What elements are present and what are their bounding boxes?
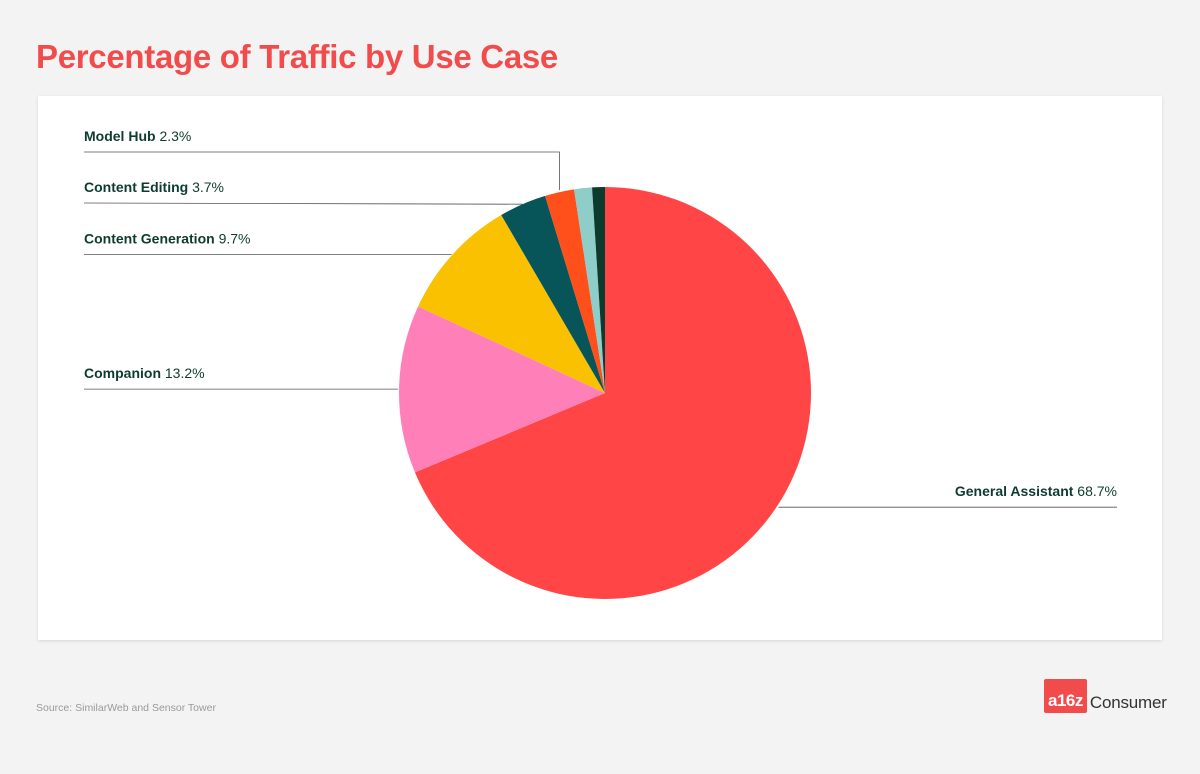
- pie-slice-general-assistant: [414, 187, 811, 599]
- chart-card: General Assistant 68.7% Companion 13.2% Co…: [38, 96, 1162, 640]
- slice-category-companion: Companion: [84, 365, 165, 381]
- pie-slice-content-editing: [501, 195, 605, 393]
- slice-value-content-generation: 9.7%: [219, 230, 251, 246]
- brand-consumer-text: Consumer: [1089, 693, 1167, 712]
- pie-slice-companion: [398, 306, 605, 473]
- slice-label-content-editing: Content Editing 3.7%: [84, 179, 224, 195]
- slice-label-content-generation: Content Generation 9.7%: [84, 230, 250, 246]
- source-note: Source: SimilarWeb and Sensor Tower: [36, 702, 216, 714]
- leader-line-content-editing: [83, 202, 523, 205]
- slice-value-content-editing: 3.7%: [192, 179, 224, 195]
- pie-chart: General Assistant 68.7%Companion 13.2%Co…: [83, 128, 1117, 599]
- a16z-logo-mark: a16z: [1044, 679, 1087, 713]
- brand-logo: a16z Consumer: [1044, 678, 1167, 714]
- slice-value-companion: 13.2%: [165, 365, 205, 381]
- slice-category-content-editing: Content Editing: [84, 179, 192, 195]
- pie-slice-unlabeled-5: [574, 187, 605, 393]
- chart-title: Percentage of Traffic by Use Case: [36, 38, 558, 75]
- pie-slice-content-generation: [418, 215, 605, 393]
- slice-label-general-assistant: General Assistant 68.7%: [955, 483, 1117, 499]
- slice-category-general-assistant: General Assistant: [955, 483, 1077, 499]
- slice-category-model-hub: Model Hub: [84, 128, 159, 144]
- pie-slice-model-hub: [545, 189, 605, 393]
- leader-line-model-hub: [84, 151, 560, 191]
- pie-slice-unlabeled-6: [592, 187, 605, 393]
- slice-value-general-assistant: 68.7%: [1077, 483, 1117, 499]
- slice-label-companion: Companion 13.2%: [84, 365, 205, 381]
- slice-value-model-hub: 2.3%: [159, 128, 191, 144]
- slice-category-content-generation: Content Generation: [84, 230, 219, 246]
- slice-label-model-hub: Model Hub 2.3%: [84, 128, 191, 144]
